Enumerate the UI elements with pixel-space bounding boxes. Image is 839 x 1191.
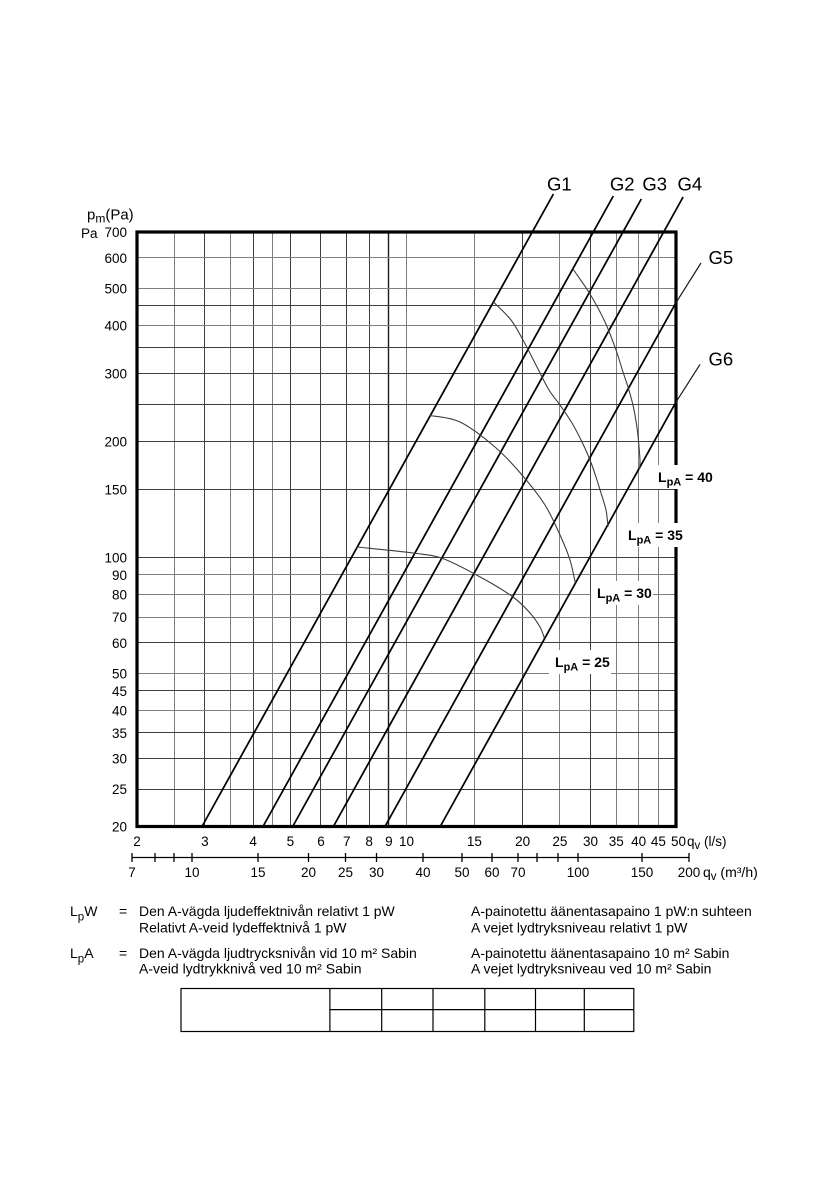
svg-text:45: 45	[112, 684, 127, 699]
svg-text:G2: G2	[610, 174, 635, 195]
svg-text:30: 30	[369, 865, 384, 880]
svg-text:80: 80	[112, 588, 127, 603]
svg-text:100: 100	[104, 550, 127, 565]
svg-text:7: 7	[128, 865, 136, 880]
svg-text:60: 60	[112, 636, 127, 651]
svg-text:A vejet lydtryksniveau relativ: A vejet lydtryksniveau relativt 1 pW	[471, 920, 688, 936]
svg-text:pm(Pa): pm(Pa)	[87, 207, 134, 226]
svg-text:=: =	[119, 945, 127, 961]
svg-text:40: 40	[112, 704, 127, 719]
svg-text:G4: G4	[677, 174, 702, 195]
svg-text:100: 100	[567, 865, 590, 880]
svg-text:300: 300	[104, 367, 127, 382]
svg-text:25: 25	[552, 834, 567, 849]
svg-text:8: 8	[365, 834, 373, 849]
svg-text:qv (m³/h): qv (m³/h)	[703, 864, 758, 883]
svg-text:15: 15	[467, 834, 482, 849]
svg-text:G1: G1	[547, 174, 572, 195]
svg-text:25: 25	[338, 865, 353, 880]
svg-text:2: 2	[133, 834, 141, 849]
svg-text:A vejet lydtryksniveau ved 10: A vejet lydtryksniveau ved 10 m² Sabin	[471, 961, 711, 977]
svg-text:7: 7	[343, 834, 351, 849]
svg-text:200: 200	[104, 435, 127, 450]
svg-text:G6: G6	[709, 349, 734, 370]
svg-text:50: 50	[671, 834, 686, 849]
svg-text:G5: G5	[709, 247, 734, 268]
svg-text:5: 5	[287, 834, 295, 849]
svg-text:Pa: Pa	[81, 226, 98, 241]
svg-text:Relativt A-veid lydeffektnivå: Relativt A-veid lydeffektnivå 1 pW	[139, 920, 347, 936]
svg-text:70: 70	[112, 610, 127, 625]
svg-text:90: 90	[112, 568, 127, 583]
svg-text:20: 20	[301, 865, 316, 880]
svg-text:40: 40	[631, 834, 646, 849]
svg-text:A-veid lydtrykknivå ved 10 m²: A-veid lydtrykknivå ved 10 m² Sabin	[139, 961, 362, 977]
svg-text:50: 50	[112, 666, 127, 681]
svg-text:LpA: LpA	[70, 945, 94, 966]
svg-text:20: 20	[112, 820, 127, 835]
svg-text:150: 150	[631, 865, 654, 880]
svg-text:70: 70	[510, 865, 525, 880]
svg-text:4: 4	[249, 834, 257, 849]
svg-text:200: 200	[678, 865, 701, 880]
svg-text:15: 15	[250, 865, 265, 880]
svg-text:150: 150	[104, 483, 127, 498]
svg-text:25: 25	[112, 782, 127, 797]
svg-text:35: 35	[609, 834, 624, 849]
svg-text:35: 35	[112, 726, 127, 741]
svg-text:9: 9	[385, 834, 393, 849]
svg-text:30: 30	[583, 834, 598, 849]
svg-text:30: 30	[112, 752, 127, 767]
svg-text:50: 50	[454, 865, 469, 880]
svg-text:=: =	[119, 903, 127, 919]
svg-text:500: 500	[104, 281, 127, 296]
svg-text:20: 20	[515, 834, 530, 849]
svg-text:Den A-vägda ljudeffektnivån re: Den A-vägda ljudeffektnivån relativt 1 p…	[139, 903, 396, 919]
svg-text:A-painotettu äänentasapaino 10: A-painotettu äänentasapaino 10 m² Sabin	[471, 945, 729, 961]
svg-text:400: 400	[104, 319, 127, 334]
svg-text:6: 6	[317, 834, 325, 849]
svg-text:10: 10	[399, 834, 414, 849]
svg-text:10: 10	[184, 865, 199, 880]
svg-text:Den A-vägda ljudtrycksnivån vi: Den A-vägda ljudtrycksnivån vid 10 m² Sa…	[139, 945, 417, 961]
svg-text:45: 45	[651, 834, 666, 849]
svg-text:A-painotettu äänentasapaino 1: A-painotettu äänentasapaino 1 pW:n suhte…	[471, 903, 752, 919]
svg-text:3: 3	[201, 834, 209, 849]
svg-text:600: 600	[104, 251, 127, 266]
svg-text:700: 700	[104, 225, 127, 240]
svg-text:40: 40	[415, 865, 430, 880]
svg-text:60: 60	[484, 865, 499, 880]
svg-text:G3: G3	[642, 174, 667, 195]
svg-text:LpW: LpW	[70, 903, 98, 924]
